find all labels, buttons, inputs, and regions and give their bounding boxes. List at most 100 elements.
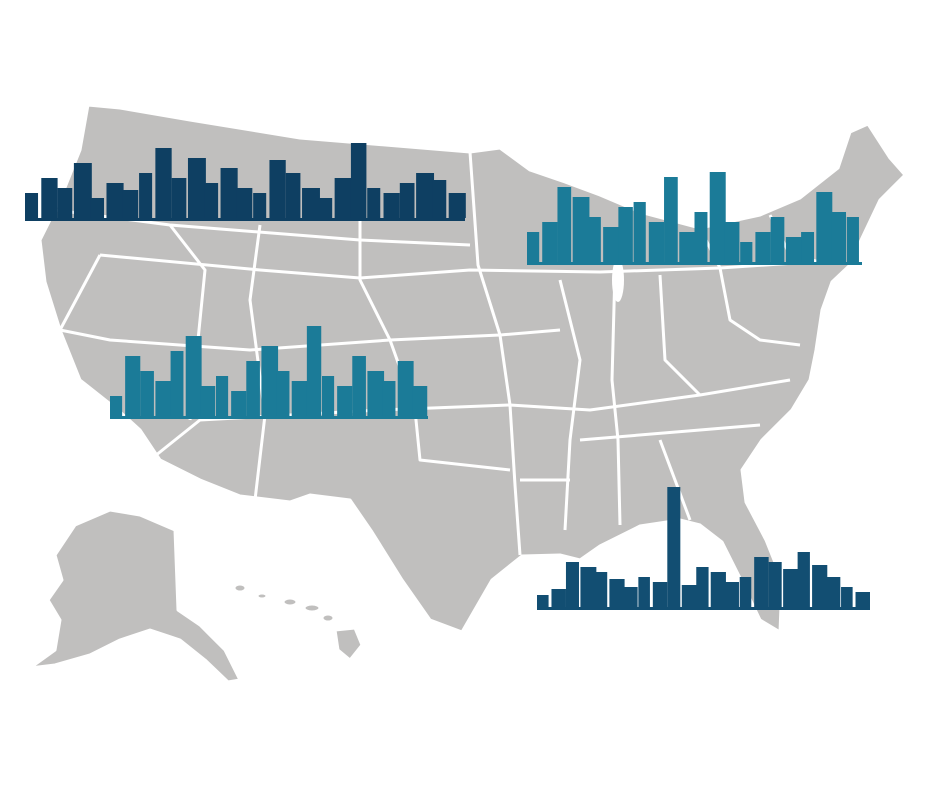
building	[220, 168, 238, 218]
building	[739, 577, 752, 607]
building	[90, 198, 105, 218]
building	[350, 143, 367, 218]
building	[572, 197, 590, 262]
skyline-baseline	[25, 218, 465, 221]
building	[846, 217, 859, 262]
building	[694, 212, 708, 262]
building	[140, 371, 154, 416]
building	[204, 183, 219, 218]
building	[594, 572, 608, 607]
building	[185, 336, 202, 416]
building	[633, 202, 646, 262]
building	[367, 188, 381, 218]
skyline-southeast	[537, 487, 870, 610]
building	[269, 160, 286, 218]
building	[253, 193, 267, 218]
building	[25, 193, 39, 218]
building	[322, 376, 335, 416]
building	[57, 188, 73, 218]
building	[261, 346, 279, 416]
building	[106, 183, 124, 218]
building	[785, 237, 803, 262]
building	[236, 188, 253, 218]
skyline-baseline	[110, 416, 428, 419]
building	[432, 180, 447, 218]
building	[302, 188, 320, 218]
building	[171, 178, 187, 218]
building	[816, 192, 833, 262]
building	[285, 173, 301, 218]
building	[826, 577, 841, 607]
hawaii	[232, 582, 364, 662]
building	[812, 565, 828, 607]
building	[73, 163, 92, 218]
skyline-baseline	[537, 607, 870, 610]
building	[382, 381, 396, 416]
building	[216, 376, 229, 416]
skyline-southwest	[110, 326, 428, 419]
building	[754, 557, 769, 607]
building	[557, 187, 572, 262]
building	[397, 361, 414, 416]
building	[187, 158, 206, 218]
building	[231, 391, 247, 416]
building	[41, 178, 58, 218]
state-borders	[54, 150, 821, 556]
building	[664, 177, 678, 262]
building	[609, 579, 625, 607]
building	[448, 193, 466, 218]
building	[367, 371, 385, 416]
building	[551, 589, 566, 607]
building	[841, 587, 853, 607]
building	[399, 183, 415, 218]
building	[783, 569, 800, 607]
building	[679, 232, 697, 262]
building	[352, 356, 366, 416]
building	[740, 242, 753, 262]
skyline-baseline	[527, 262, 862, 265]
building	[603, 227, 620, 262]
building	[565, 562, 579, 607]
building	[537, 595, 549, 607]
building	[291, 381, 308, 416]
building	[587, 217, 601, 262]
lake-michigan	[612, 258, 624, 302]
building	[110, 396, 123, 416]
building	[122, 190, 139, 218]
building	[334, 178, 352, 218]
building	[276, 371, 290, 416]
building	[200, 386, 216, 416]
building	[770, 217, 785, 262]
building	[383, 193, 400, 218]
building	[648, 222, 665, 262]
building	[527, 232, 540, 262]
building	[337, 386, 353, 416]
building	[618, 207, 633, 262]
building	[831, 212, 847, 262]
building	[139, 173, 153, 218]
building	[681, 585, 698, 607]
building	[318, 198, 333, 218]
building	[170, 351, 184, 416]
building	[306, 326, 322, 416]
building	[638, 577, 650, 607]
building	[125, 356, 141, 416]
skyline-northwest	[25, 143, 466, 221]
building	[855, 592, 870, 607]
building	[667, 487, 681, 607]
building	[768, 562, 782, 607]
building	[709, 172, 726, 262]
skyline-northeast	[527, 172, 862, 265]
building	[580, 567, 597, 607]
building	[724, 222, 740, 262]
alaska	[28, 508, 242, 684]
building	[155, 381, 173, 416]
building	[725, 582, 739, 607]
building	[797, 552, 810, 607]
building	[542, 222, 558, 262]
building	[623, 587, 638, 607]
building	[696, 567, 709, 607]
building	[246, 361, 260, 416]
building	[652, 582, 668, 607]
